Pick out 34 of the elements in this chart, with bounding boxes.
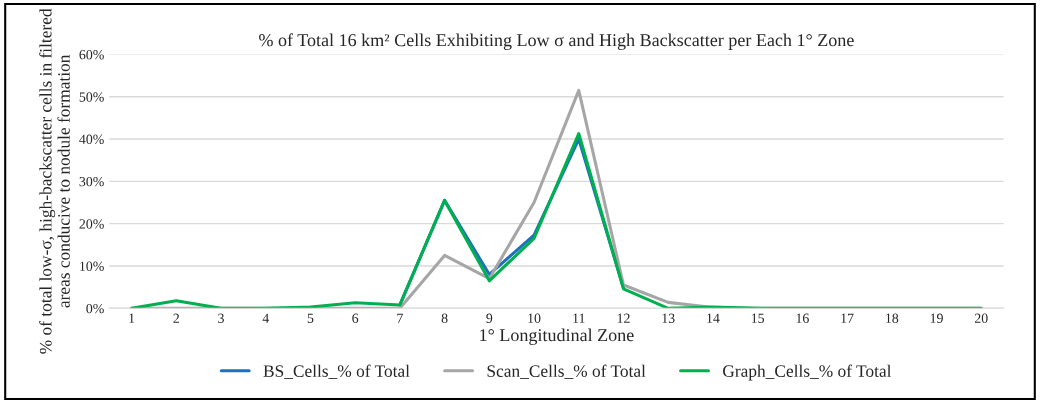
legend-label: Graph_Cells_% of Total (723, 364, 892, 381)
x-tick-label: 3 (218, 313, 224, 323)
x-tick-label: 7 (397, 313, 403, 323)
x-tick-label: 5 (307, 313, 314, 323)
y-tick-label: 40% (79, 134, 104, 145)
y-tick-label: 50% (79, 92, 104, 102)
x-tick-label: 6 (352, 313, 359, 323)
x-tick-label: 11 (573, 313, 585, 323)
x-tick-label: 4 (262, 313, 269, 323)
y-tick-label: 0% (86, 303, 104, 314)
legend-label: Scan_Cells_% of Total (487, 364, 646, 379)
x-tick-label: 20 (974, 313, 988, 323)
x-tick-label: 9 (486, 313, 493, 323)
x-tick-label: 12 (617, 313, 630, 323)
legend-label: BS_Cells_% of Total (263, 364, 410, 379)
x-tick-label: 18 (886, 313, 899, 323)
y-tick-label: 20% (79, 219, 104, 229)
y-tick-label: 10% (80, 261, 104, 271)
x-tick-label: 19 (930, 313, 943, 323)
x-tick-label: 15 (751, 313, 765, 323)
line-series (130, 132, 983, 309)
x-axis-title: 1° Longitudinal Zone (480, 328, 634, 345)
x-tick-label: 2 (173, 313, 179, 323)
x-tick-label: 10 (528, 313, 541, 323)
x-tick-label: 14 (707, 313, 720, 323)
y-tick-label: 60% (79, 49, 104, 60)
x-tick-label: 13 (662, 313, 675, 323)
x-tick-label: 17 (841, 313, 854, 323)
x-tick-label: 1 (129, 313, 135, 323)
x-tick-label: 8 (441, 313, 448, 323)
y-tick-label: 30% (79, 176, 104, 187)
x-tick-label: 16 (796, 313, 809, 323)
y-axis-title: % of total low-σ, high-backscatter cells in filtered areas conducive to nodule formation (39, 8, 70, 354)
chart-title: % of Total 16 km² Cells Exhibiting Low σ and High Backscatter per Each 1° Zone (259, 33, 854, 50)
